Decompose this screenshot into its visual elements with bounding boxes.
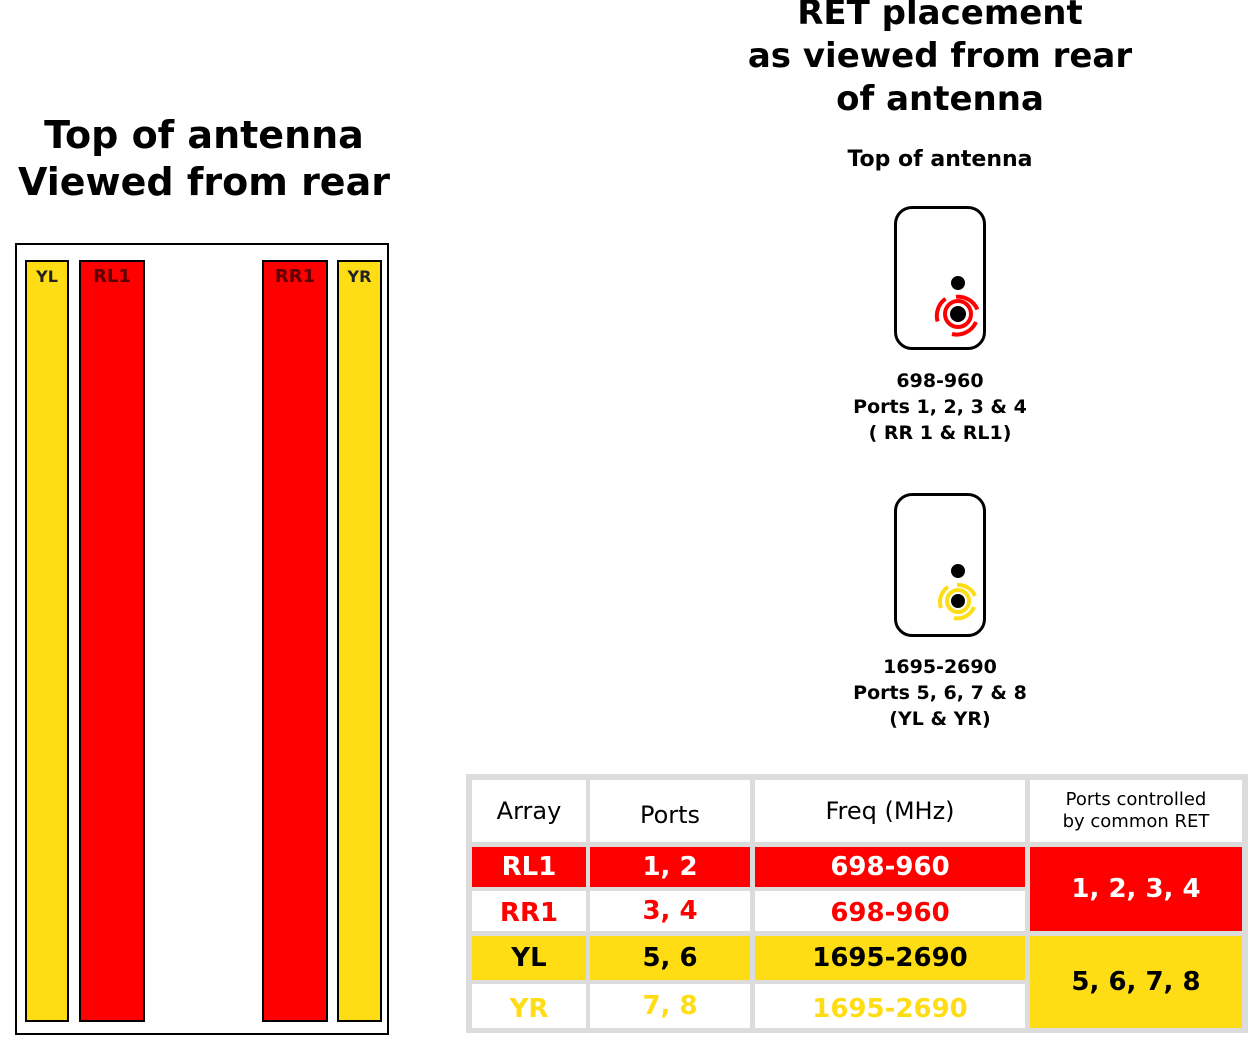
array-column-yr: YR xyxy=(337,260,382,1022)
ret-arrays: ( RR 1 & RL1) xyxy=(868,422,1012,444)
ret-inner-ring xyxy=(943,299,973,329)
ret-title-line-2: as viewed from rear xyxy=(747,36,1133,76)
ret-ring-arcs xyxy=(934,294,980,337)
ret-connector-icon xyxy=(937,564,977,621)
header-common-ret-line-1: Ports controlled xyxy=(1065,789,1207,810)
table-cell-common-ret: 5, 6, 7, 8 xyxy=(1030,936,1242,1028)
reference-dot xyxy=(951,276,965,290)
table-cell-ports: 1, 2 xyxy=(590,847,750,887)
array-column-label: RL1 xyxy=(93,266,131,287)
array-column-label: YL xyxy=(36,267,58,286)
table-cell-freq: 698-960 xyxy=(755,847,1025,887)
left-title-line-1: Top of antenna xyxy=(44,113,364,157)
header-common-ret-line-2: by common RET xyxy=(1062,811,1210,832)
ret-center-dot xyxy=(950,306,966,322)
antenna-frame xyxy=(15,243,389,1035)
header-ports: Ports xyxy=(590,780,750,842)
ret-inner-ring xyxy=(945,588,971,614)
table-cell-array: YR xyxy=(472,984,586,1028)
array-column-label: RR1 xyxy=(274,266,316,287)
ret-freq: 1695-2690 xyxy=(883,656,997,678)
array-column-rr1: RR1 xyxy=(262,260,328,1022)
reference-dot xyxy=(951,564,965,578)
ret-arrays: (YL & YR) xyxy=(889,708,991,730)
ret-subtitle: Top of antenna xyxy=(847,147,1033,172)
table-cell-array: RL1 xyxy=(472,847,586,887)
ret-center-dot xyxy=(951,594,965,608)
table-cell-array: YL xyxy=(472,936,586,980)
port-mapping-table: Array Ports Freq (MHz) Ports controlled … xyxy=(466,774,1248,1033)
table-cell-ports: 3, 4 xyxy=(590,891,750,931)
ret-caption-high-band: 1695-2690 Ports 5, 6, 7 & 8 (YL & YR) xyxy=(790,654,1090,732)
array-column-label: YR xyxy=(347,267,372,286)
ret-ring-arcs xyxy=(937,582,977,621)
header-common-ret: Ports controlled by common RET xyxy=(1030,780,1242,842)
table-cell-freq: 1695-2690 xyxy=(755,984,1025,1028)
ret-unit-high-band xyxy=(894,493,986,637)
array-column-yl: YL xyxy=(25,260,69,1022)
ret-title-line-1: RET placement xyxy=(797,0,1083,33)
left-title-line-2: Viewed from rear xyxy=(18,160,390,204)
ret-unit-low-band xyxy=(894,206,986,350)
table-cell-freq: 1695-2690 xyxy=(755,936,1025,980)
left-panel-title: Top of antenna Viewed from rear xyxy=(0,112,408,206)
ret-freq: 698-960 xyxy=(896,370,984,392)
table-cell-common-ret: 1, 2, 3, 4 xyxy=(1030,847,1242,931)
ret-caption-low-band: 698-960 Ports 1, 2, 3 & 4 ( RR 1 & RL1) xyxy=(790,368,1090,446)
header-freq: Freq (MHz) xyxy=(755,780,1025,842)
table-cell-ports: 5, 6 xyxy=(590,936,750,980)
ret-ports: Ports 5, 6, 7 & 8 xyxy=(853,682,1027,704)
ret-title-line-3: of antenna xyxy=(836,79,1044,119)
ret-placement-title: RET placement as viewed from rear of ant… xyxy=(690,0,1190,121)
table-cell-array: RR1 xyxy=(472,891,586,931)
array-column-rl1: RL1 xyxy=(79,260,145,1022)
header-array: Array xyxy=(472,780,586,842)
ret-connector-icon xyxy=(934,276,980,337)
table-cell-ports: 7, 8 xyxy=(590,984,750,1028)
ret-ports: Ports 1, 2, 3 & 4 xyxy=(853,396,1027,418)
table-cell-freq: 698-960 xyxy=(755,891,1025,931)
